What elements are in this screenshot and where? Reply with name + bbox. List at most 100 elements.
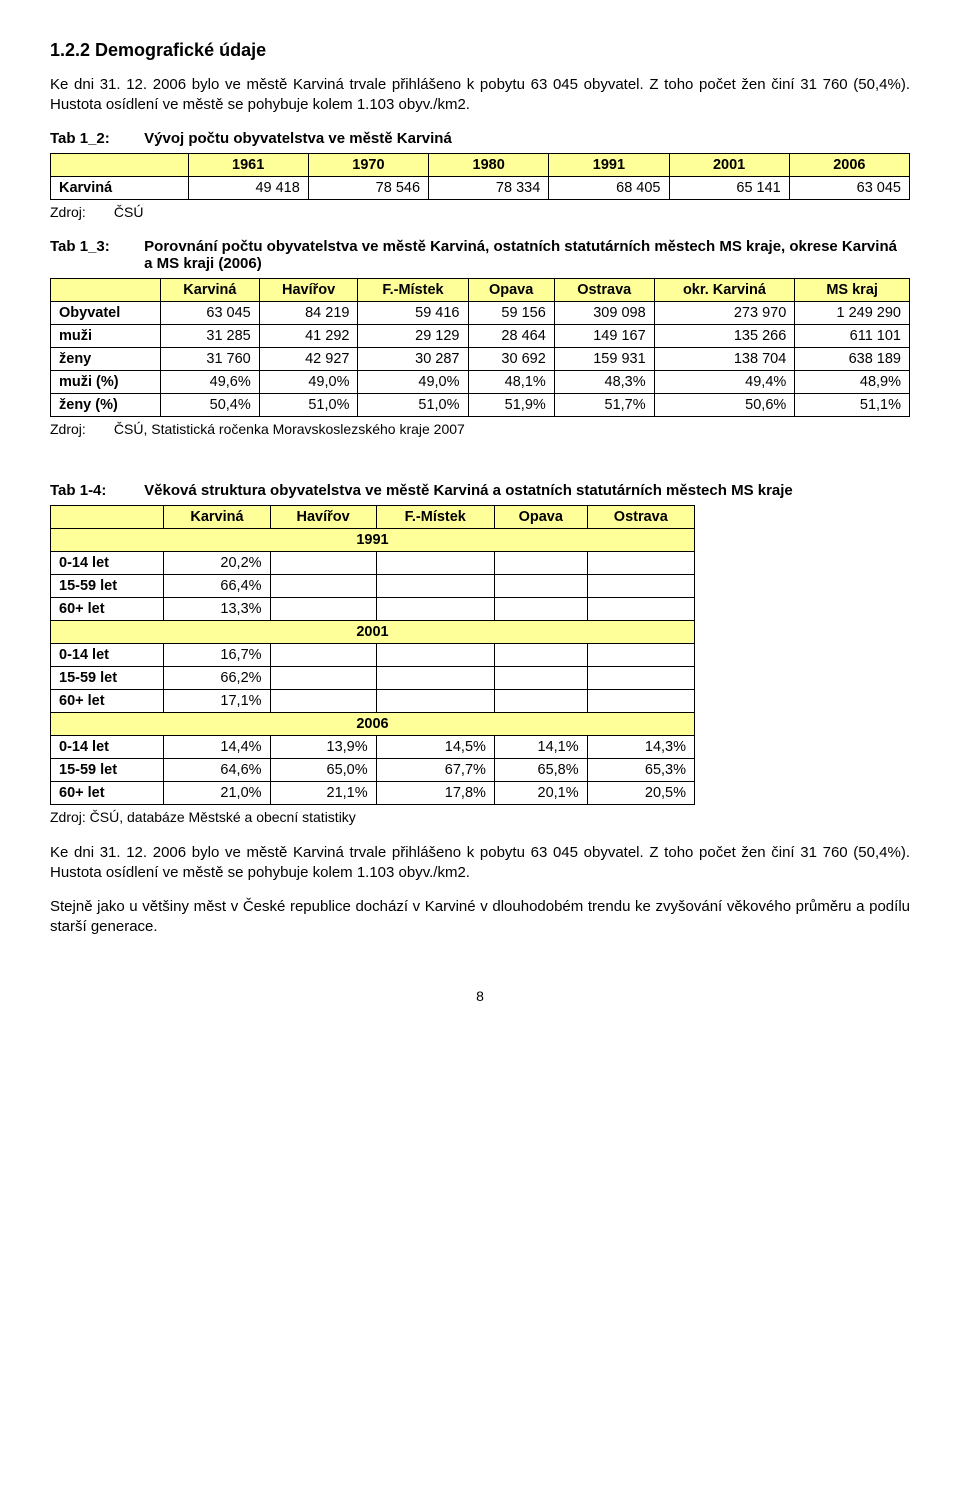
tab14-cell: 21,1% [270,781,376,804]
tab13-cell: 149 167 [554,324,654,347]
tab13-title: Porovnání počtu obyvatelstva ve městě Ka… [144,238,904,272]
tab14-cell: 66,2% [164,666,270,689]
tab14-cell [494,597,587,620]
tab13-cell: 51,1% [795,393,910,416]
tab13-col: Ostrava [554,278,654,301]
tab14-label: Tab 1-4: [50,482,140,499]
tab13-cell: 42 927 [259,347,358,370]
tab14-cell [587,666,694,689]
tab13-cell: 48,1% [468,370,554,393]
tab14-cell [587,689,694,712]
intro-paragraph: Ke dni 31. 12. 2006 bylo ve městě Karvin… [50,75,910,116]
tab12-col: 1991 [549,153,669,176]
tab13-cell: 611 101 [795,324,910,347]
tab14-cell [494,574,587,597]
tab13-source: Zdroj: ČSÚ, Statistická ročenka Moravsko… [50,421,910,437]
tab13-cell: 59 156 [468,301,554,324]
tab13-col: Opava [468,278,554,301]
tab14-cell [270,551,376,574]
tab12-cell: 68 405 [549,176,669,199]
tab14-year: 1991 [51,528,695,551]
tab14-cell: 14,4% [164,735,270,758]
tab13-cell: 41 292 [259,324,358,347]
tab14-cell [494,643,587,666]
tab14-source: Zdroj: ČSÚ, databáze Městské a obecní st… [50,809,910,825]
tab12-rowlabel: Karviná [51,176,189,199]
tab14-cell: 17,1% [164,689,270,712]
tab14-cell [376,574,494,597]
tab14-cell [494,689,587,712]
tab14-cell: 16,7% [164,643,270,666]
tab13-cell: 51,9% [468,393,554,416]
tab13-cell: 1 249 290 [795,301,910,324]
tab12-table: 196119701980199120012006Karviná49 41878 … [50,153,910,200]
tab13-cell: 49,0% [259,370,358,393]
tab13-cell: 84 219 [259,301,358,324]
tab14-rowlabel: 60+ let [51,689,164,712]
tab12-col: 1970 [308,153,428,176]
tab14-col: F.-Místek [376,505,494,528]
tab14-col: Ostrava [587,505,694,528]
tab13-cell: 30 287 [358,347,468,370]
tab14-cell: 67,7% [376,758,494,781]
tab13-cell: 30 692 [468,347,554,370]
tab13-col: MS kraj [795,278,910,301]
tab14-cell: 64,6% [164,758,270,781]
closing-paragraph-1: Ke dni 31. 12. 2006 bylo ve městě Karvin… [50,843,910,884]
tab14-title: Věková struktura obyvatelstva ve městě K… [144,482,904,499]
tab13-col: okr. Karviná [654,278,795,301]
tab13-cell: 31 760 [161,347,260,370]
tab14-cell: 20,5% [587,781,694,804]
tab14-cell [270,597,376,620]
tab12-title: Vývoj počtu obyvatelstva ve městě Karvin… [144,130,904,147]
tab14-rowlabel: 60+ let [51,597,164,620]
tab14-cell [270,666,376,689]
tab12-cell: 49 418 [188,176,308,199]
tab14-rowlabel: 60+ let [51,781,164,804]
tab13-cell: 31 285 [161,324,260,347]
tab12-col: 2001 [669,153,789,176]
tab13-col: Havířov [259,278,358,301]
tab13-label: Tab 1_3: [50,238,140,255]
tab14-cell [270,643,376,666]
tab13-table: KarvináHavířovF.-MístekOpavaOstravaokr. … [50,278,910,417]
tab13-cell: 49,4% [654,370,795,393]
tab13-cell: 51,0% [358,393,468,416]
tab14-cell [587,551,694,574]
closing-paragraph-2: Stejně jako u většiny měst v České repub… [50,897,910,938]
tab13-source-label: Zdroj: [50,421,110,437]
tab12-col: 1961 [188,153,308,176]
tab14-cell [587,597,694,620]
tab14-cell: 20,2% [164,551,270,574]
tab14-cell [376,689,494,712]
tab12-col: 2006 [789,153,909,176]
tab12-source-label: Zdroj: [50,204,110,220]
tab14-cell: 65,3% [587,758,694,781]
tab13-rowlabel: Obyvatel [51,301,161,324]
tab13-cell: 49,6% [161,370,260,393]
tab13-col: Karviná [161,278,260,301]
tab14-cell: 65,0% [270,758,376,781]
tab13-cell: 48,9% [795,370,910,393]
tab13-cell: 29 129 [358,324,468,347]
tab13-cell: 309 098 [554,301,654,324]
tab14-cell [587,643,694,666]
tab13-cell: 49,0% [358,370,468,393]
tab12-source-value: ČSÚ [114,204,144,220]
tab12-cell: 78 546 [308,176,428,199]
section-heading: 1.2.2 Demografické údaje [50,40,910,61]
tab14-cell: 13,9% [270,735,376,758]
tab14-cell [270,574,376,597]
tab13-cell: 51,7% [554,393,654,416]
tab14-col: Karviná [164,505,270,528]
tab13-cell: 273 970 [654,301,795,324]
tab12-label: Tab 1_2: [50,130,140,147]
tab13-rowlabel: muži [51,324,161,347]
tab14-year: 2006 [51,712,695,735]
tab14-rowlabel: 0-14 let [51,643,164,666]
tab12-cell: 78 334 [429,176,549,199]
tab13-cell: 135 266 [654,324,795,347]
tab14-cell: 14,3% [587,735,694,758]
tab14-cell: 14,5% [376,735,494,758]
tab14-cell [376,597,494,620]
